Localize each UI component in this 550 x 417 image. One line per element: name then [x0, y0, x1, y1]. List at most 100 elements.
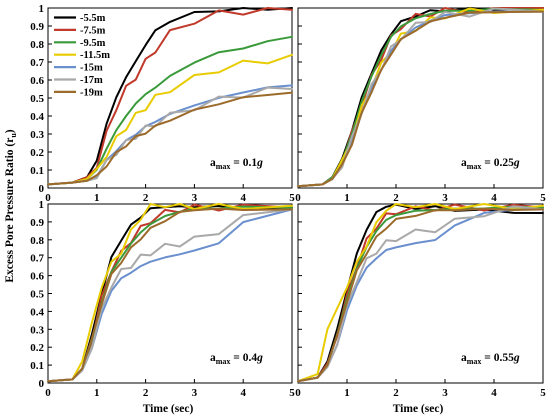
x-tick-label: 5	[289, 192, 295, 204]
amax-equals: = 0.4	[230, 352, 257, 364]
y-tick-label: 0.8	[30, 39, 44, 51]
legend: -5.5m-7.5m -9.5m-11.5m -15m-17m-19m	[54, 13, 110, 98]
x-tick-label: 2	[143, 387, 149, 399]
x-tick-label: 1	[344, 192, 350, 204]
amax-subscript: max	[467, 357, 482, 366]
series-line-19m	[47, 91, 293, 186]
y-tick-label: 0.3	[30, 129, 44, 141]
plot-frame	[297, 203, 544, 384]
series-line-11.5m	[47, 203, 293, 383]
amax-unit: g	[256, 157, 263, 169]
x-tick-label: 3	[442, 192, 448, 204]
x-tick-label: 0	[45, 192, 51, 204]
y-tick-label: 1	[39, 3, 45, 15]
x-axis-label-right: Time (sec)	[393, 403, 444, 415]
y-tick-label: 0.6	[30, 75, 44, 87]
legend-entry-label: -11.5m	[80, 50, 110, 61]
y-tick-label: 0.9	[30, 217, 44, 229]
y-axis-label-subscript: u	[9, 133, 18, 138]
y-tick-label: 0.2	[30, 147, 44, 159]
y-tick-label: 0.2	[30, 342, 44, 354]
plot-frame	[297, 7, 544, 189]
series-line-19m	[297, 207, 544, 383]
y-tick-label: 0	[39, 378, 45, 390]
legend-entry-label: -7.5m	[80, 25, 106, 36]
x-tick-label: 2	[143, 192, 149, 204]
chart-panel-1: 0 0.1 0.2 0.3 0.4 0.5 0.6 0.7 0.8 0.9 1 0 1 2 3 4 5 -5.5m…	[30, 3, 295, 204]
x-tick-label: 3	[192, 387, 198, 399]
x-tick-label: 0	[295, 192, 301, 204]
y-axis-label-text: Excess Pore Pressure Ratio (r	[4, 138, 16, 283]
y-tick-label: 0.1	[30, 360, 44, 372]
y-tick-label: 0.4	[30, 306, 44, 318]
y-tick-label: 0.5	[30, 289, 44, 301]
series-line-5.5m	[47, 7, 293, 186]
x-tick-label: 4	[491, 387, 497, 399]
amax-prefix: a	[461, 352, 467, 364]
y-tick-label: 1	[39, 199, 45, 211]
x-tick-label: 3	[442, 387, 448, 399]
series-line-17m	[47, 208, 293, 383]
y-tick-label: 0.9	[30, 21, 44, 33]
y-tick-label: 0.8	[30, 235, 44, 247]
series-line-17m	[297, 205, 544, 383]
x-tick-label: 2	[393, 387, 399, 399]
series-line-19m	[47, 207, 293, 383]
series-line-17m	[47, 86, 293, 186]
amax-equals: = 0.55	[481, 352, 514, 364]
amax-prefix: a	[210, 157, 216, 169]
chart-panel-3: 0 0.1 0.2 0.3 0.4 0.5 0.6 0.7 0.8 0.9 1 0 1 2 3 4 5 amax …	[30, 199, 295, 399]
amax-subscript: max	[216, 162, 231, 171]
x-tick-label: 3	[192, 192, 198, 204]
x-tick-label: 1	[94, 192, 100, 204]
panels: 00.10.20.30.40.50.60.70.80.910 1 2 3 4 5-5.5m…	[30, 3, 546, 399]
legend-entry-label: -17m	[80, 75, 103, 86]
amax-annotation: amax = 0.4g	[210, 352, 263, 366]
x-tick-label: 0	[45, 387, 51, 399]
x-tick-label: 5	[289, 387, 295, 399]
amax-subscript: max	[216, 357, 231, 366]
x-tick-label: 5	[540, 387, 546, 399]
amax-subscript: max	[467, 162, 482, 171]
x-tick-label: 1	[94, 387, 100, 399]
amax-unit: g	[513, 157, 520, 169]
y-tick-label: 0.1	[30, 165, 44, 177]
legend-entry-label: -5.5m	[80, 13, 106, 24]
legend-entry-label: -15m	[80, 63, 103, 74]
x-tick-label: 4	[240, 192, 246, 204]
chart-panel-2: 0 1 2 3 4 5 amax = 0.25g	[295, 7, 546, 204]
amax-annotation: amax = 0.1g	[210, 157, 263, 171]
x-tick-label: 2	[393, 192, 399, 204]
x-tick-label: 0	[295, 387, 301, 399]
y-tick-label: 0.5	[30, 93, 44, 105]
amax-equals: = 0.25	[481, 157, 514, 169]
amax-annotation: amax = 0.55g	[461, 352, 520, 366]
amax-prefix: a	[461, 157, 467, 169]
x-tick-label: 1	[344, 387, 350, 399]
legend-entry-label: -9.5m	[80, 38, 106, 49]
y-tick-label: 0.4	[30, 111, 44, 123]
y-axis-label-close: )	[4, 129, 16, 133]
x-tick-label: 4	[240, 387, 246, 399]
x-tick-label: 4	[491, 192, 497, 204]
plot-frame	[47, 7, 293, 189]
amax-unit: g	[513, 352, 520, 364]
series-line-19m	[297, 10, 544, 188]
y-tick-label: 0.7	[30, 57, 44, 69]
amax-equals: = 0.1	[230, 157, 257, 169]
y-tick-label: 0.3	[30, 324, 44, 336]
y-tick-label: 0.6	[30, 271, 44, 283]
series-line-11.5m	[47, 53, 293, 186]
series-line-11.5m	[297, 203, 544, 383]
y-tick-label: 0.7	[30, 253, 44, 265]
amax-annotation: amax = 0.25g	[461, 157, 520, 171]
amax-unit: g	[256, 352, 263, 364]
x-tick-label: 5	[540, 192, 546, 204]
chart-panel-4: 0 1 2 3 4 5 amax = 0.55g	[295, 203, 546, 399]
y-tick-label: 0	[39, 183, 45, 195]
y-axis-label: Excess Pore Pressure Ratio (ru)	[4, 129, 18, 282]
amax-prefix: a	[210, 352, 216, 364]
x-axis-label-left: Time (sec)	[143, 403, 194, 415]
legend-entry-label: -19m	[80, 87, 103, 98]
